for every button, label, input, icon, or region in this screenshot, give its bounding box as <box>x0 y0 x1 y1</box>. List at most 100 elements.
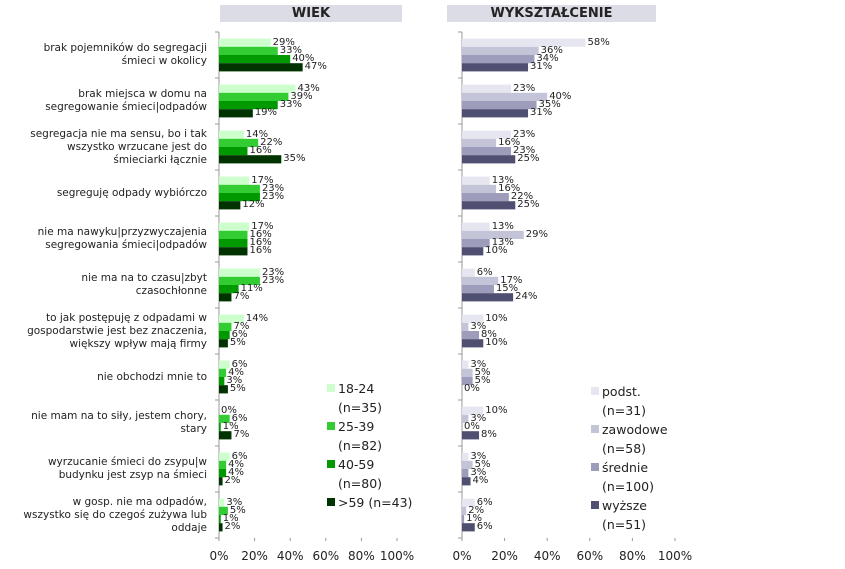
value-label: 33% <box>279 99 302 110</box>
value-label: 16% <box>249 245 272 257</box>
bar <box>462 477 471 486</box>
bar <box>462 101 537 110</box>
value-label: 6% <box>476 521 493 533</box>
category-label: nie ma na to czasu|zbyt czasochłonne <box>81 272 207 297</box>
value-label: 4% <box>228 458 244 470</box>
bar <box>462 184 497 193</box>
value-label: 25% <box>517 199 540 211</box>
value-label: 3% <box>226 375 243 386</box>
value-label: 13% <box>491 237 514 248</box>
bar <box>462 314 484 323</box>
value-label: 29% <box>272 36 295 48</box>
value-label: 3% <box>470 467 487 478</box>
value-label: 13% <box>491 174 514 186</box>
bar <box>219 477 223 486</box>
value-label: 3% <box>470 412 487 424</box>
value-label: 1% <box>466 513 482 524</box>
legend-label: zawodowe (n=58) <box>602 422 668 456</box>
value-label: 14% <box>245 312 269 324</box>
value-label: 25% <box>517 153 540 165</box>
bar <box>219 193 260 202</box>
value-label: 6% <box>231 412 248 424</box>
x-tick-label: 0% <box>452 549 472 563</box>
value-label: 5% <box>229 383 246 395</box>
x-tick-label: 40% <box>276 549 304 563</box>
bar <box>219 469 227 478</box>
bar <box>462 222 490 231</box>
value-label: 22% <box>510 191 534 202</box>
value-label: 40% <box>549 90 572 102</box>
x-tick-label: 0% <box>209 549 229 563</box>
x-tick-label: 20% <box>241 549 268 563</box>
bar <box>219 331 230 340</box>
value-label: 4% <box>228 467 244 478</box>
bar <box>462 360 469 369</box>
bar <box>219 368 227 377</box>
value-label: 43% <box>297 82 320 94</box>
category-label: w gosp. nie ma odpadów, wszystko się do … <box>23 495 207 534</box>
panel-title: WIEK <box>220 5 402 22</box>
bar <box>219 268 260 277</box>
value-label: 5% <box>229 504 246 516</box>
value-label: 6% <box>476 266 493 278</box>
bar <box>462 230 524 239</box>
bar <box>462 138 497 147</box>
value-label: 19% <box>254 107 278 119</box>
value-label: 33% <box>279 44 302 56</box>
value-label: 6% <box>231 450 248 462</box>
value-label: 0% <box>221 404 237 416</box>
bar <box>462 201 516 210</box>
value-label: 6% <box>231 358 248 370</box>
value-label: 40% <box>292 53 315 64</box>
x-tick-label: 40% <box>533 549 561 563</box>
bar <box>219 55 291 64</box>
category-label: nie obchodzi mnie to <box>97 370 207 383</box>
legend-label: 18-24 (n=35) <box>338 381 383 415</box>
bar <box>462 84 511 93</box>
value-label: 23% <box>512 82 536 94</box>
bar <box>219 515 221 524</box>
value-label: 1% <box>222 421 239 432</box>
bar <box>462 285 494 294</box>
value-label: 17% <box>251 220 274 232</box>
bar <box>462 506 467 515</box>
bar <box>462 193 509 202</box>
value-label: 58% <box>587 36 610 48</box>
bar <box>219 138 259 147</box>
value-label: 4% <box>228 366 244 378</box>
value-label: 23% <box>261 191 285 202</box>
bar <box>219 230 248 239</box>
value-label: 35% <box>538 99 561 110</box>
bar <box>462 92 548 101</box>
legend-label: wyższe (n=51) <box>602 498 647 532</box>
panel-title: WYKSZTAŁCENIE <box>447 5 656 22</box>
legend-label: średnie (n=100) <box>602 460 655 494</box>
bar <box>219 452 230 461</box>
value-label: 17% <box>500 274 523 286</box>
bar <box>462 368 473 377</box>
bar <box>219 314 244 323</box>
x-tick-label: 100% <box>657 549 693 563</box>
bar <box>219 431 232 440</box>
value-label: 16% <box>498 136 521 148</box>
value-label: 13% <box>491 220 514 232</box>
bar <box>219 276 260 285</box>
value-label: 5% <box>474 375 491 386</box>
value-label: 23% <box>512 145 536 156</box>
x-tick-label: 80% <box>348 549 375 563</box>
bar <box>219 339 228 348</box>
value-label: 17% <box>251 174 274 186</box>
bar <box>219 523 223 532</box>
bar <box>462 276 499 285</box>
bar <box>219 322 232 331</box>
bar <box>219 385 228 394</box>
bar <box>462 147 511 156</box>
category-label: nie ma nawyku|przyzwyczajenia segregowan… <box>37 226 207 251</box>
bar <box>462 109 529 118</box>
x-tick-label: 100% <box>379 549 415 563</box>
value-label: 2% <box>224 475 241 487</box>
value-label: 22% <box>260 136 283 148</box>
bar <box>219 201 241 210</box>
value-label: 0% <box>464 421 480 432</box>
